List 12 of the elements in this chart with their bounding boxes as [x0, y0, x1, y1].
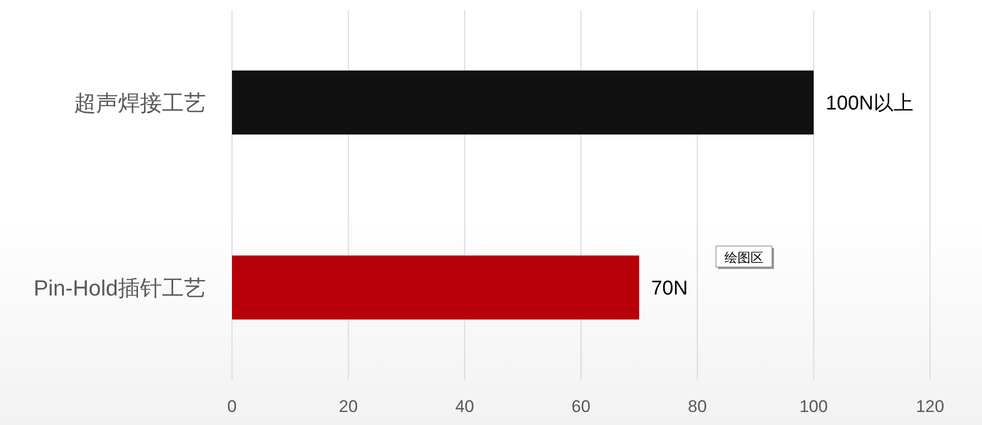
data-label: 100N以上: [826, 92, 914, 114]
x-tick-label: 20: [338, 397, 358, 416]
x-tick-label: 60: [572, 397, 590, 416]
x-tick-label: 40: [455, 397, 474, 416]
x-tick-label: 100: [799, 397, 828, 416]
x-tick-label: 120: [916, 397, 944, 416]
y-tick-label: 超声焊接工艺: [74, 90, 206, 116]
y-tick-label: Pin-Hold插针工艺: [34, 276, 206, 300]
annotation: 绘图区: [724, 250, 764, 265]
data-label: 70N: [651, 278, 688, 300]
x-tick-label: 0: [227, 397, 237, 416]
x-tick-label: 80: [688, 397, 707, 416]
